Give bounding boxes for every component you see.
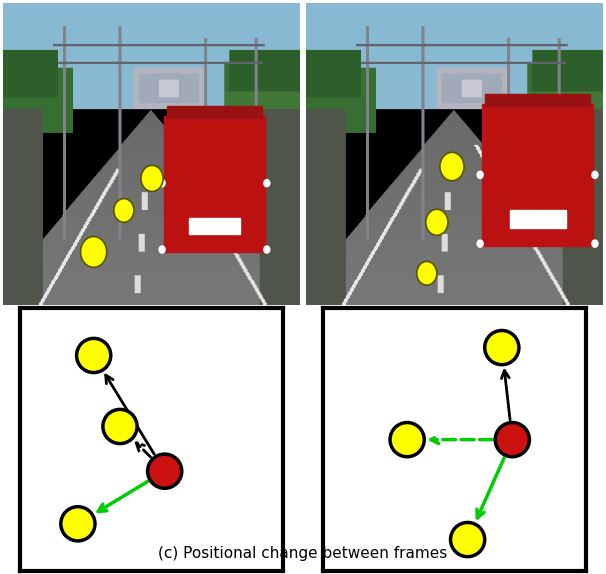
Circle shape	[495, 422, 530, 457]
Circle shape	[159, 246, 165, 253]
Circle shape	[114, 199, 134, 222]
Text: (b) Frame n: (b) Frame n	[410, 331, 499, 346]
Circle shape	[440, 152, 464, 181]
Circle shape	[264, 246, 270, 253]
Text: (a) Frame 1: (a) Frame 1	[107, 331, 196, 346]
Circle shape	[103, 409, 137, 444]
Bar	[189, 218, 239, 234]
Circle shape	[426, 210, 448, 235]
Circle shape	[485, 331, 519, 364]
Circle shape	[141, 165, 163, 192]
Circle shape	[148, 454, 182, 488]
Circle shape	[76, 339, 111, 373]
Circle shape	[477, 240, 483, 247]
Circle shape	[477, 171, 483, 179]
Circle shape	[61, 507, 95, 541]
Circle shape	[81, 236, 107, 267]
Circle shape	[450, 522, 485, 557]
Bar	[485, 94, 590, 106]
Text: (c) Positional change between frames: (c) Positional change between frames	[158, 546, 448, 561]
Circle shape	[417, 261, 437, 285]
Circle shape	[592, 171, 598, 179]
Circle shape	[264, 180, 270, 187]
Bar	[510, 211, 566, 227]
Circle shape	[592, 240, 598, 247]
Circle shape	[390, 422, 424, 457]
Bar	[482, 104, 593, 246]
Bar	[164, 115, 265, 252]
Circle shape	[159, 180, 165, 187]
Bar	[167, 106, 262, 118]
